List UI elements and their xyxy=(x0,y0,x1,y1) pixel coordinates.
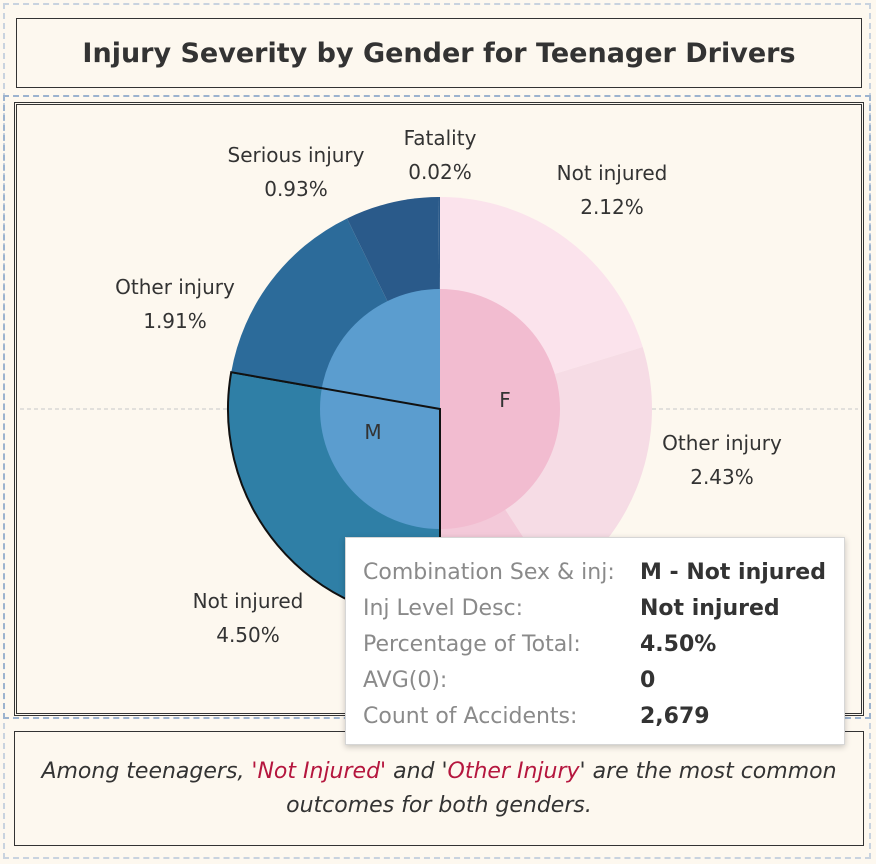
slice-value-m-fatality: 0.02% xyxy=(408,160,472,184)
caption-highlight-other-injury: Other Injury xyxy=(447,758,580,784)
chart-title: Injury Severity by Gender for Teenager D… xyxy=(82,37,796,69)
tooltip-row: Inj Level Desc: Not injured xyxy=(363,590,844,626)
caption-part-2: and ' xyxy=(386,758,448,784)
tooltip-key: Count of Accidents: xyxy=(363,703,578,729)
tooltip-value: 2,679 xyxy=(640,703,710,729)
tooltip-row: Combination Sex & inj: M - Not injured xyxy=(363,554,844,590)
tooltip-value: 0 xyxy=(640,667,656,693)
slice-label-f-other-injury: Other injury xyxy=(662,431,782,455)
slice-label-m-other-injury: Other injury xyxy=(115,275,235,299)
tooltip-key: Combination Sex & inj: xyxy=(363,559,615,585)
slice-value-m-not-injured: 4.50% xyxy=(216,623,280,647)
caption-highlight-not-injured: 'Not Injured' xyxy=(251,758,387,784)
tooltip-value: 4.50% xyxy=(640,631,717,657)
tooltip-key: AVG(0): xyxy=(363,667,448,693)
tooltip-row: Percentage of Total: 4.50% xyxy=(363,626,844,662)
slice-label-f-not-injured: Not injured xyxy=(557,161,668,185)
slice-label-m-serious-injury: Serious injury xyxy=(228,143,365,167)
inner-label-m: M xyxy=(364,420,381,444)
caption-part-3: ' are the most common outcomes for both … xyxy=(286,758,837,818)
tooltip: Combination Sex & inj: M - Not injured I… xyxy=(345,537,845,745)
slice-value-m-serious-injury: 0.93% xyxy=(264,177,328,201)
inner-label-f: F xyxy=(499,388,511,412)
slice-value-f-other-injury: 2.43% xyxy=(690,465,754,489)
tooltip-row: Count of Accidents: 2,679 xyxy=(363,698,844,734)
slice-value-m-other-injury: 1.91% xyxy=(143,309,207,333)
slice-label-m-fatality: Fatality xyxy=(404,126,477,150)
inner-slice-f[interactable] xyxy=(440,289,560,529)
tooltip-value: M - Not injured xyxy=(640,559,826,585)
inner-slice-m[interactable] xyxy=(320,289,440,529)
tooltip-row: AVG(0): 0 xyxy=(363,662,844,698)
tooltip-value: Not injured xyxy=(640,595,780,621)
caption-text: Among teenagers, 'Not Injured' and 'Othe… xyxy=(39,755,839,823)
tooltip-key: Percentage of Total: xyxy=(363,631,581,657)
slice-label-m-not-injured: Not injured xyxy=(193,589,304,613)
caption-panel: Among teenagers, 'Not Injured' and 'Othe… xyxy=(14,731,864,846)
caption-part-1: Among teenagers, xyxy=(41,758,252,784)
title-panel: Injury Severity by Gender for Teenager D… xyxy=(16,18,862,88)
tooltip-key: Inj Level Desc: xyxy=(363,595,524,621)
slice-value-f-not-injured: 2.12% xyxy=(580,195,644,219)
